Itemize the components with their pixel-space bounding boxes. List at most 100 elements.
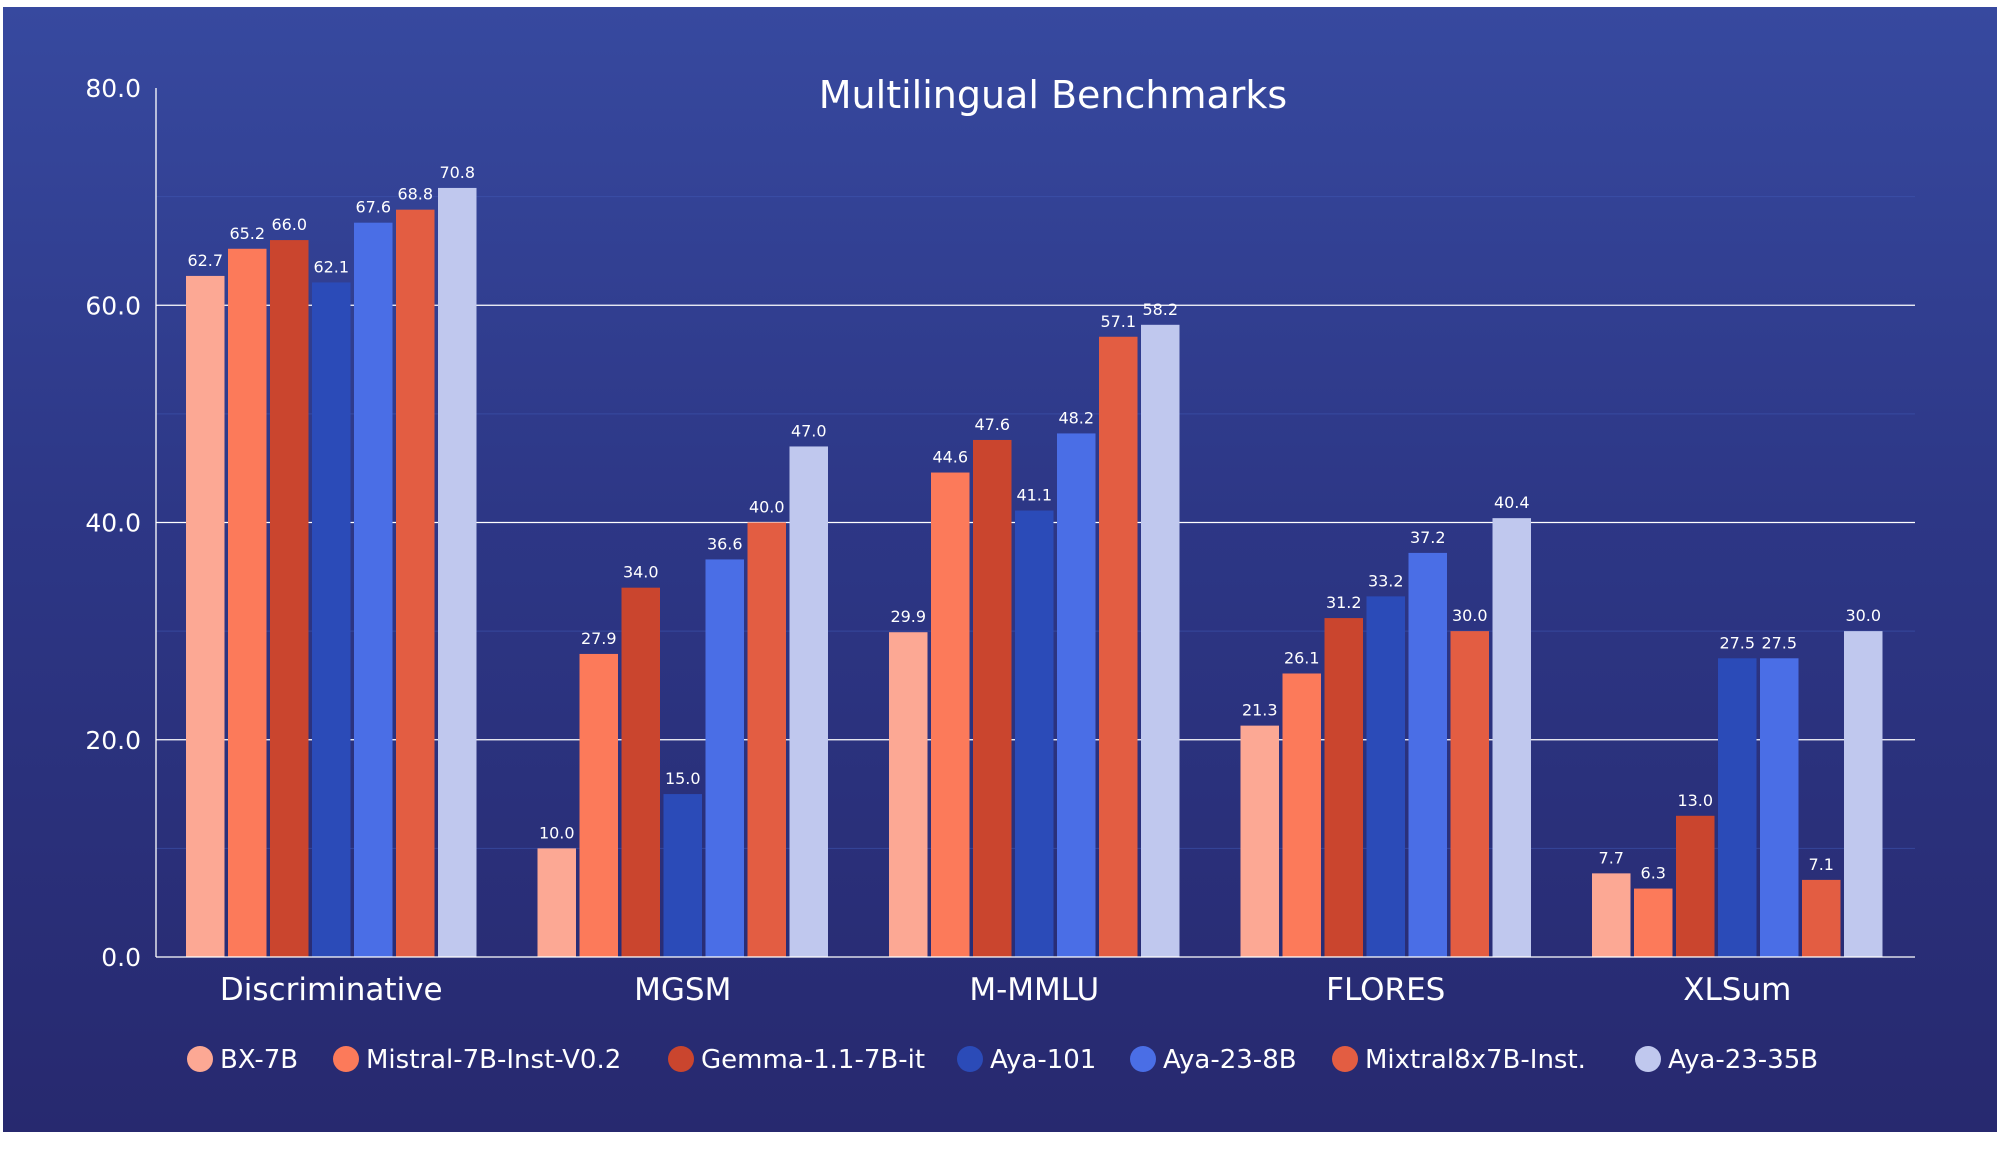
y-tick-label: 0.0 xyxy=(101,943,141,972)
bar xyxy=(931,472,970,957)
bar xyxy=(354,222,393,957)
y-tick-label: 40.0 xyxy=(85,509,141,538)
bar xyxy=(1057,433,1096,957)
data-label: 29.9 xyxy=(890,607,926,626)
bar xyxy=(579,653,618,957)
data-label: 62.7 xyxy=(187,251,223,270)
legend-swatch xyxy=(187,1046,213,1072)
bar xyxy=(1760,658,1799,957)
data-label: 36.6 xyxy=(707,534,743,553)
data-label: 37.2 xyxy=(1410,528,1446,547)
bar xyxy=(621,587,660,957)
data-label: 70.8 xyxy=(439,163,475,182)
x-tick-label: MGSM xyxy=(634,972,731,1008)
data-label: 27.9 xyxy=(581,629,617,648)
bar xyxy=(1492,518,1531,957)
data-label: 27.5 xyxy=(1719,633,1755,652)
x-tick-label: Discriminative xyxy=(220,972,443,1008)
data-label: 13.0 xyxy=(1677,791,1713,810)
data-label: 33.2 xyxy=(1368,571,1404,590)
bar xyxy=(663,794,702,957)
data-label: 30.0 xyxy=(1845,606,1881,625)
bar xyxy=(889,632,928,957)
data-label: 41.1 xyxy=(1016,486,1052,505)
bar xyxy=(973,439,1012,957)
bar xyxy=(1718,658,1757,957)
bar xyxy=(270,240,309,957)
bar xyxy=(1324,618,1363,957)
bar xyxy=(1450,631,1489,957)
legend-swatch xyxy=(668,1046,694,1072)
y-tick-label: 20.0 xyxy=(85,726,141,755)
bar xyxy=(228,248,267,957)
data-label: 40.0 xyxy=(749,498,785,517)
bar xyxy=(1802,879,1841,957)
bar xyxy=(789,446,828,957)
bar xyxy=(705,559,744,957)
y-tick-label: 60.0 xyxy=(85,291,141,320)
data-label: 48.2 xyxy=(1058,408,1094,427)
legend-label: Aya-101 xyxy=(990,1045,1096,1075)
legend-label: Gemma-1.1-7B-it xyxy=(701,1045,925,1075)
bar xyxy=(1408,552,1447,957)
chart-frame: Multilingual Benchmarks 0.0 20.0 40.0 60.0 8… xyxy=(3,7,1997,1132)
data-label: 40.4 xyxy=(1494,493,1530,512)
bar xyxy=(1015,510,1054,957)
x-tick-label: XLSum xyxy=(1683,972,1791,1008)
bar xyxy=(396,209,435,957)
data-label: 57.1 xyxy=(1100,312,1136,331)
legend-swatch xyxy=(333,1046,359,1072)
data-label: 47.0 xyxy=(791,421,827,440)
bar xyxy=(1366,596,1405,957)
legend-swatch xyxy=(1332,1046,1358,1072)
bar xyxy=(1099,336,1138,958)
data-label: 10.0 xyxy=(539,823,575,842)
legend-swatch xyxy=(1130,1046,1156,1072)
axes xyxy=(155,88,1915,958)
bar-chart: Multilingual Benchmarks 0.0 20.0 40.0 60.0 8… xyxy=(85,73,1915,1075)
bar xyxy=(1592,873,1631,957)
data-label: 15.0 xyxy=(665,769,701,788)
y-axis-ticks: 0.0 20.0 40.0 60.0 80.0 xyxy=(85,74,141,972)
data-label: 27.5 xyxy=(1761,633,1797,652)
legend-label: Mixtral8x7B-Inst. xyxy=(1365,1045,1586,1075)
y-tick-label: 80.0 xyxy=(85,74,141,103)
x-tick-label: M-MMLU xyxy=(969,972,1099,1008)
data-label: 62.1 xyxy=(313,257,349,276)
data-label: 44.6 xyxy=(932,448,968,467)
data-label: 30.0 xyxy=(1452,606,1488,625)
legend-swatch xyxy=(1635,1046,1661,1072)
data-label: 31.2 xyxy=(1326,593,1362,612)
bar xyxy=(1141,324,1180,957)
bar xyxy=(537,848,576,957)
bar xyxy=(1634,888,1673,957)
legend-label: Aya-23-8B xyxy=(1163,1045,1297,1075)
data-label: 58.2 xyxy=(1142,300,1178,319)
legend-label: BX-7B xyxy=(220,1045,298,1075)
chart-title: Multilingual Benchmarks xyxy=(819,73,1287,117)
legend-label: Aya-23-35B xyxy=(1668,1045,1818,1075)
data-label: 47.6 xyxy=(974,415,1010,434)
bar xyxy=(186,275,225,957)
bar xyxy=(747,522,786,957)
legend: BX-7B Mistral-7B-Inst-V0.2 Gemma-1.1-7B-it… xyxy=(187,1045,1818,1075)
bar xyxy=(1676,815,1715,957)
data-label: 34.0 xyxy=(623,563,659,582)
bar xyxy=(438,187,477,957)
x-tick-label: FLORES xyxy=(1326,972,1445,1008)
legend-swatch xyxy=(957,1046,983,1072)
data-label: 26.1 xyxy=(1284,648,1320,667)
legend-label: Mistral-7B-Inst-V0.2 xyxy=(366,1045,621,1075)
bar xyxy=(1282,673,1321,957)
data-label: 68.8 xyxy=(397,185,433,204)
data-label: 7.7 xyxy=(1599,848,1624,867)
bars: 62.7 65.2 66.0 62.1 67.6 68.8 70.8 10.0 27.9 34.0… xyxy=(186,163,1883,958)
data-label: 7.1 xyxy=(1809,855,1834,874)
bar xyxy=(1844,631,1883,957)
bar xyxy=(312,282,351,958)
data-label: 65.2 xyxy=(229,224,265,243)
bar xyxy=(1240,725,1279,957)
data-label: 21.3 xyxy=(1242,701,1278,720)
data-label: 67.6 xyxy=(355,198,391,217)
x-axis-ticks: Discriminative MGSM M-MMLU FLORES XLSum xyxy=(220,972,1791,1008)
